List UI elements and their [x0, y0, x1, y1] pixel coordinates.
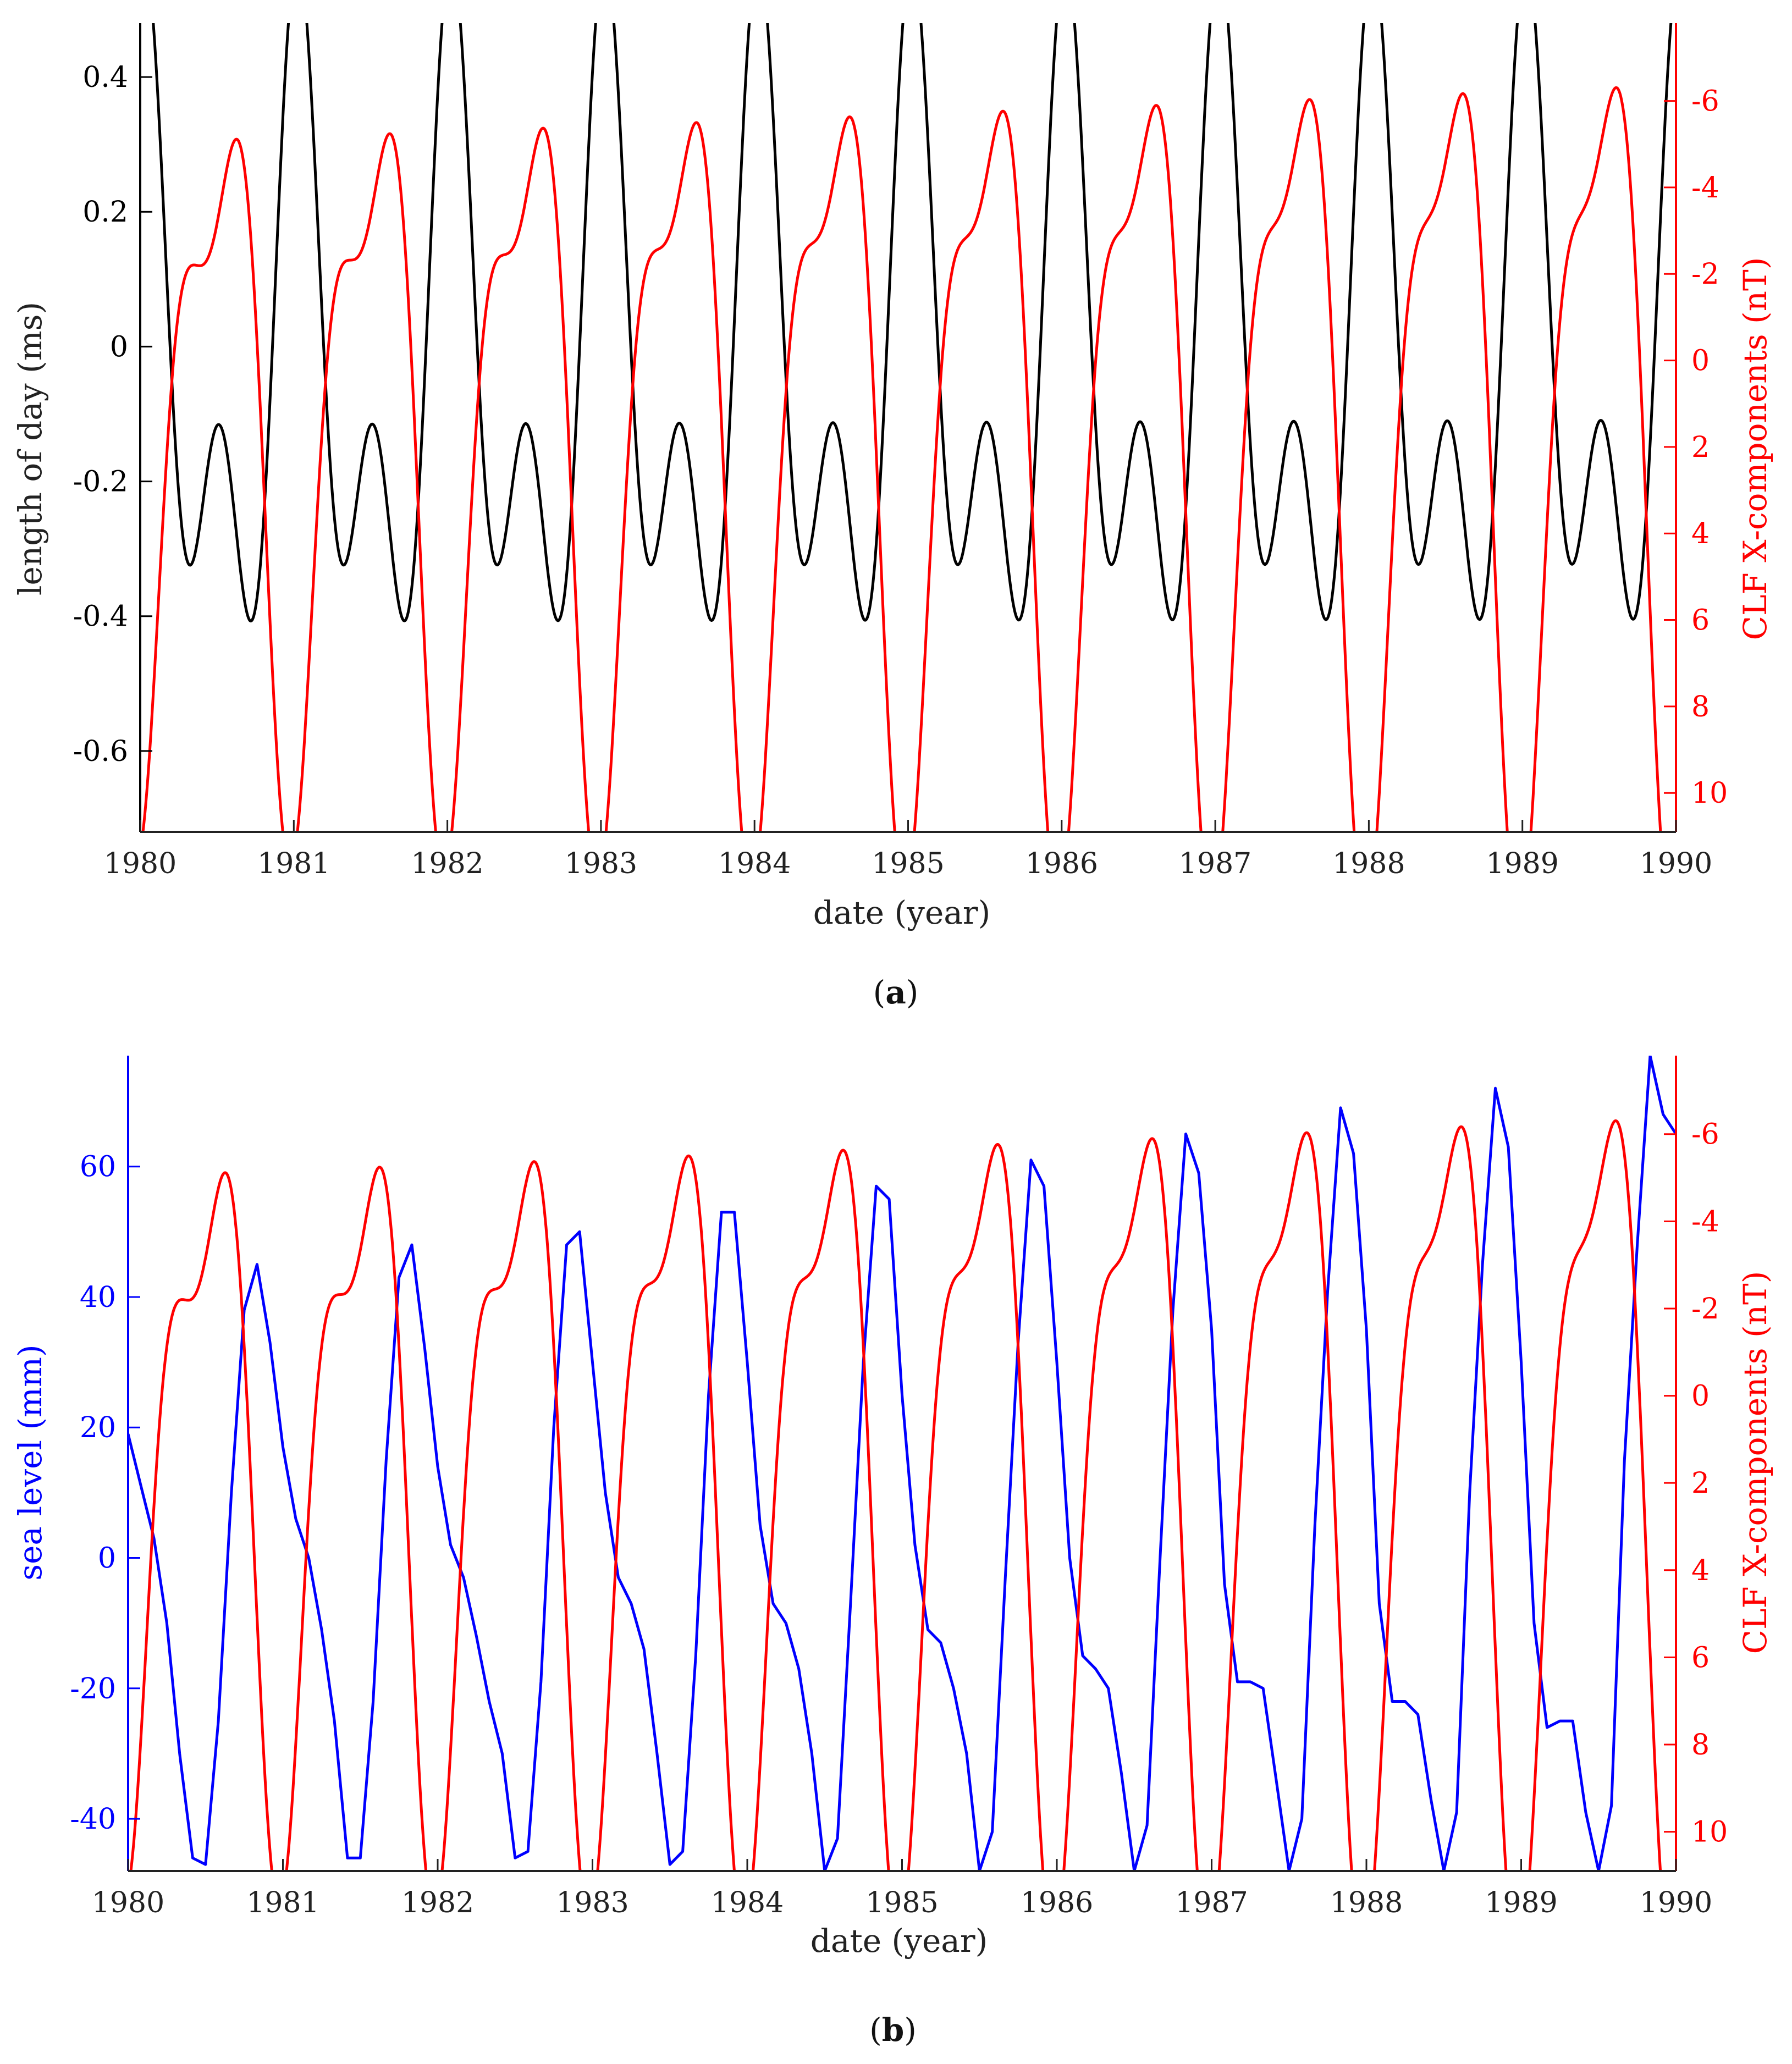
- x-tick-label: 1985: [865, 1886, 938, 1919]
- x-tick-label: 1984: [718, 847, 791, 880]
- right-tick-label: 10: [1691, 1816, 1728, 1849]
- left-tick-label: -20: [70, 1673, 116, 1706]
- x-tick-label: 1983: [556, 1886, 628, 1919]
- series-line-clf-x-component: [129, 1119, 1662, 1871]
- panel-a-caption: (a): [873, 974, 919, 1011]
- series-line-sea-level: [128, 1056, 1676, 1871]
- x-tick-label: 1981: [257, 847, 330, 880]
- panel-b-right-axis-label: CLF X-components (nT): [1736, 1271, 1774, 1654]
- panel-b-x-ticks: 1980 1981 1982 1983 1984 1985 1986 1987 1988 1989…: [92, 1859, 1712, 1919]
- left-tick-label: -0.4: [73, 600, 128, 633]
- right-tick-label: 4: [1691, 517, 1710, 550]
- right-tick-label: -4: [1691, 172, 1719, 205]
- left-tick-label: 20: [80, 1411, 116, 1444]
- x-tick-label: 1984: [711, 1886, 784, 1919]
- right-tick-label: 10: [1691, 777, 1728, 810]
- left-tick-label: 40: [80, 1281, 116, 1314]
- right-tick-label: 0: [1691, 345, 1710, 378]
- x-tick-label: 1980: [104, 847, 177, 880]
- left-tick-label: -0.6: [73, 735, 128, 768]
- x-tick-label: 1988: [1330, 1886, 1403, 1919]
- right-tick-label: 8: [1691, 1729, 1710, 1762]
- x-tick-label: 1987: [1179, 847, 1251, 880]
- left-tick-label: 0: [110, 330, 128, 363]
- panel-a-left-ticks: 0.4 0.2 0 -0.2 -0.4 -0.6: [73, 61, 152, 768]
- right-tick-label: -2: [1691, 258, 1719, 291]
- left-tick-label: 60: [80, 1151, 116, 1184]
- left-tick-label: -40: [70, 1803, 116, 1836]
- panel-b-left-ticks: 60 40 20 0 -20 -40: [70, 1151, 140, 1836]
- panel-b-caption: (b): [869, 2011, 917, 2049]
- left-tick-label: 0.4: [82, 61, 128, 94]
- x-tick-label: 1987: [1175, 1886, 1248, 1919]
- panel-b-right-ticks: -6 -4 -2 0 2 4 6 8 10: [1664, 1118, 1728, 1849]
- x-tick-label: 1990: [1640, 847, 1712, 880]
- left-tick-label: 0.2: [82, 196, 128, 229]
- panel-a-right-axis-label: CLF X-components (nT): [1736, 257, 1774, 641]
- panel-a-x-axis-label: date (year): [813, 894, 990, 931]
- right-tick-label: -6: [1691, 85, 1719, 118]
- panel-a-right-ticks: -6 -4 -2 0 2 4 6 8 10: [1664, 85, 1728, 810]
- right-tick-label: 4: [1691, 1554, 1710, 1587]
- panel-b-series: [128, 1056, 1676, 1871]
- panel-a-series: [141, 23, 1673, 832]
- right-tick-label: 6: [1691, 604, 1710, 637]
- right-tick-label: 2: [1691, 431, 1710, 464]
- x-tick-label: 1980: [92, 1886, 164, 1919]
- x-tick-label: 1989: [1485, 1886, 1557, 1919]
- left-tick-label: 0: [98, 1542, 116, 1575]
- right-tick-label: 2: [1691, 1467, 1710, 1500]
- panel-a-left-axis-label: length of day (ms): [12, 302, 49, 595]
- panel-a: 1980 1981 1982 1983 1984 1985 1986 1987 1988 1989…: [12, 23, 1774, 1011]
- series-line-length-of-day: [152, 23, 1673, 623]
- left-tick-label: -0.2: [73, 466, 128, 499]
- x-tick-label: 1982: [411, 847, 483, 880]
- x-tick-label: 1982: [401, 1886, 474, 1919]
- panel-b-left-axis-label: sea level (mm): [12, 1344, 49, 1580]
- panel-a-x-ticks: 1980 1981 1982 1983 1984 1985 1986 1987 1988 1989…: [104, 820, 1712, 880]
- right-tick-label: -6: [1691, 1118, 1719, 1151]
- right-tick-label: 6: [1691, 1641, 1710, 1674]
- x-tick-label: 1988: [1332, 847, 1405, 880]
- panel-b-x-axis-label: date (year): [810, 1922, 988, 1960]
- right-tick-label: 8: [1691, 691, 1710, 724]
- series-line-clf-x-component: [141, 86, 1662, 832]
- panel-b: 1980 1981 1982 1983 1984 1985 1986 1987 1988 1989…: [12, 1056, 1774, 2049]
- right-tick-label: -4: [1691, 1205, 1719, 1238]
- x-tick-label: 1983: [565, 847, 637, 880]
- x-tick-label: 1990: [1640, 1886, 1712, 1919]
- x-tick-label: 1985: [872, 847, 944, 880]
- x-tick-label: 1986: [1025, 847, 1098, 880]
- x-tick-label: 1989: [1486, 847, 1559, 880]
- x-tick-label: 1986: [1021, 1886, 1093, 1919]
- right-tick-label: -2: [1691, 1293, 1719, 1326]
- right-tick-label: 0: [1691, 1380, 1710, 1413]
- x-tick-label: 1981: [246, 1886, 319, 1919]
